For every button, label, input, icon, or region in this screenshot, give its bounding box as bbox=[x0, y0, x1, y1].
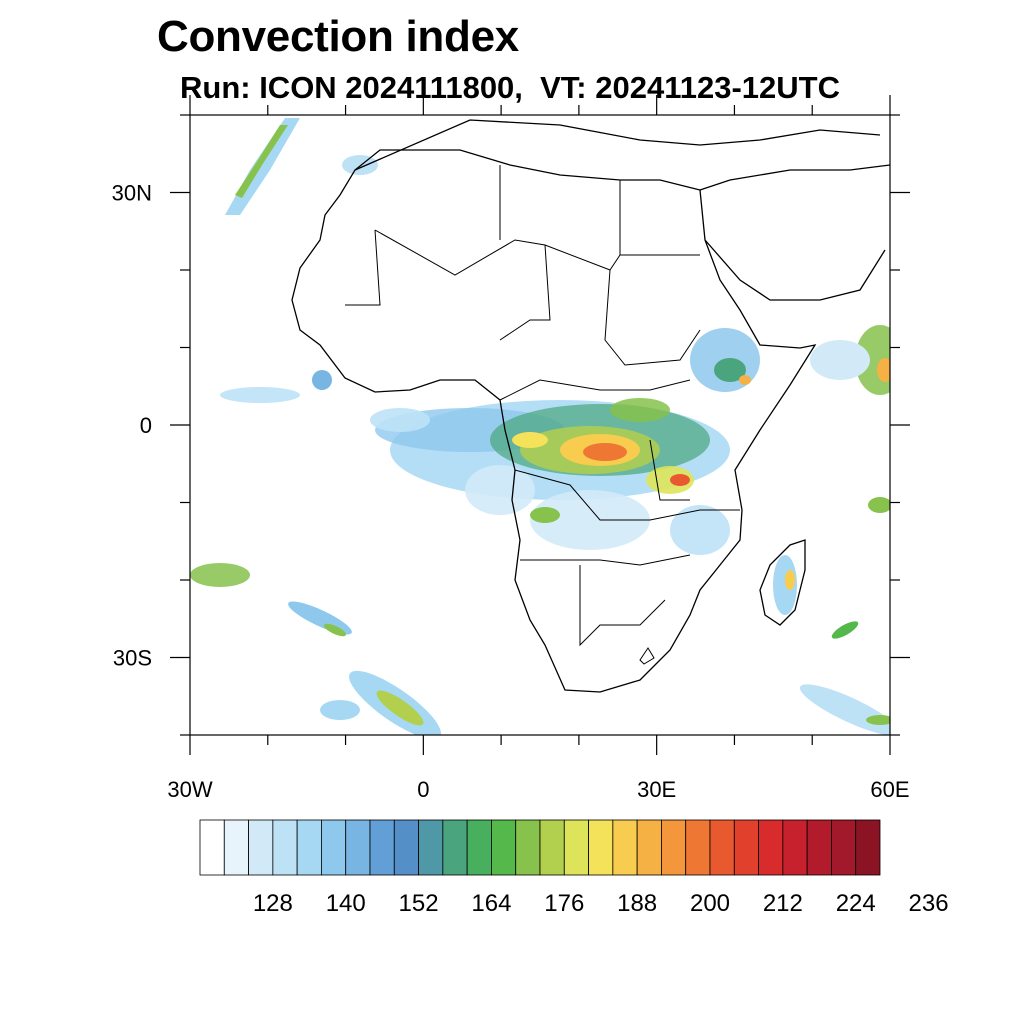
y-tick-label: 30N bbox=[112, 181, 152, 206]
colorbar-swatch bbox=[321, 819, 347, 876]
colorbar-swatch bbox=[806, 819, 832, 876]
y-tick-label: 0 bbox=[140, 413, 152, 438]
colorbar-swatch bbox=[515, 819, 541, 876]
colorbar-swatch bbox=[709, 819, 735, 876]
colorbar-label: 236 bbox=[909, 890, 949, 917]
colorbar-label: 200 bbox=[690, 890, 730, 917]
colorbar-swatch bbox=[782, 819, 808, 876]
y-tick-label: 30S bbox=[113, 646, 152, 671]
colorbar-swatch bbox=[199, 819, 225, 876]
colorbar bbox=[199, 819, 881, 876]
colorbar-label: 140 bbox=[326, 890, 366, 917]
colorbar-label: 164 bbox=[471, 890, 511, 917]
colorbar-label: 128 bbox=[253, 890, 293, 917]
colorbar-swatch bbox=[855, 819, 881, 876]
colorbar-label: 176 bbox=[544, 890, 584, 917]
colorbar-label: 188 bbox=[617, 890, 657, 917]
convection-field bbox=[190, 118, 890, 735]
colorbar-swatch bbox=[393, 819, 419, 876]
colorbar-labels: 128 140 152 164 176 188 200 212 224 236 bbox=[253, 890, 949, 917]
colorbar-swatch bbox=[636, 819, 662, 876]
colorbar-swatch bbox=[223, 819, 249, 876]
colorbar-swatch bbox=[758, 819, 784, 876]
colorbar-swatch bbox=[539, 819, 565, 876]
colorbar-swatch bbox=[248, 819, 274, 876]
colorbar-label: 212 bbox=[763, 890, 803, 917]
colorbar-swatch bbox=[661, 819, 687, 876]
map-title: Convection index bbox=[157, 12, 519, 61]
colorbar-swatch bbox=[296, 819, 322, 876]
colorbar-label: 152 bbox=[399, 890, 439, 917]
colorbar-swatch bbox=[831, 819, 857, 876]
axis-ticks bbox=[170, 95, 910, 755]
colorbar-swatch bbox=[369, 819, 395, 876]
colorbar-swatch bbox=[418, 819, 444, 876]
x-tick-label: 30W bbox=[167, 777, 212, 802]
x-tick-label: 30E bbox=[637, 777, 676, 802]
coastlines bbox=[291, 119, 890, 693]
colorbar-swatch bbox=[563, 819, 589, 876]
colorbar-swatch bbox=[588, 819, 614, 876]
colorbar-swatch bbox=[491, 819, 517, 876]
x-tick-label: 0 bbox=[417, 777, 429, 802]
colorbar-label: 224 bbox=[836, 890, 876, 917]
colorbar-swatch bbox=[466, 819, 492, 876]
colorbar-swatch bbox=[733, 819, 759, 876]
colorbar-swatch bbox=[345, 819, 371, 876]
axis-tick-labels: 30W 0 30E 60E 30N 0 30S bbox=[112, 181, 910, 803]
colorbar-swatch bbox=[442, 819, 468, 876]
map-subtitle: Run: ICON 2024111800, VT: 20241123-12UTC bbox=[180, 70, 840, 105]
colorbar-swatch bbox=[685, 819, 711, 876]
x-tick-label: 60E bbox=[870, 777, 909, 802]
country-borders bbox=[345, 165, 740, 665]
colorbar-swatch bbox=[272, 819, 298, 876]
colorbar-swatch bbox=[612, 819, 638, 876]
